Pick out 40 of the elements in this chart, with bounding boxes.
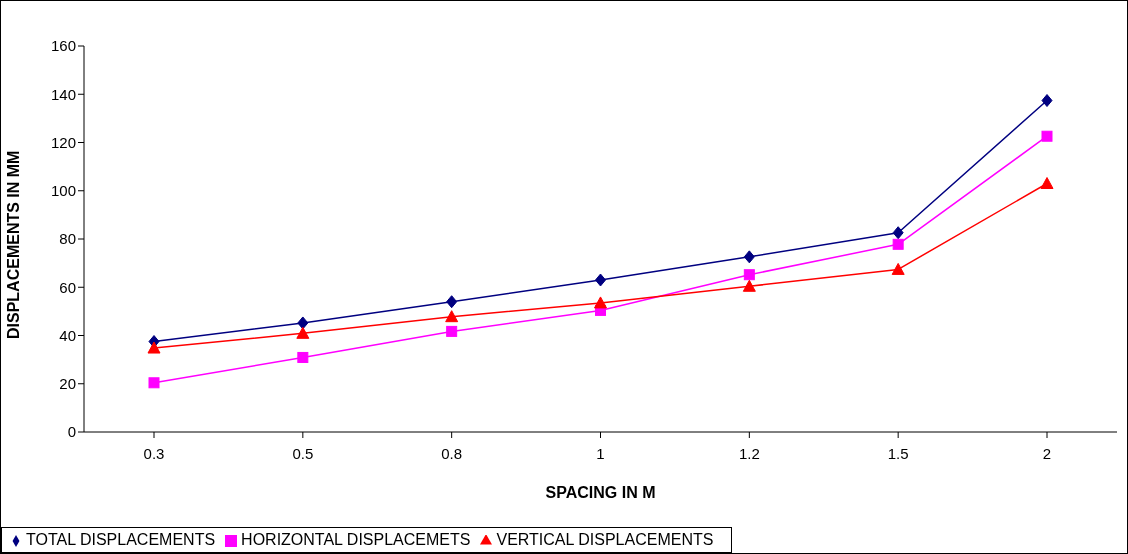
point (743, 250, 755, 264)
point (297, 351, 309, 363)
legend-label: TOTAL DISPLACEMENTS (26, 531, 216, 548)
point (148, 377, 160, 389)
x-tick-label: 1 (596, 444, 605, 462)
point (445, 310, 459, 323)
legend-label: HORIZONTAL DISPLACEMETS (241, 531, 471, 548)
x-tick-label: 2 (1042, 444, 1052, 462)
point (743, 269, 755, 281)
x-tick-label: 1.2 (738, 444, 760, 462)
x-tick-label: 0.8 (441, 444, 463, 462)
y-tick-label: 160 (50, 37, 76, 55)
y-tick-label: 0 (67, 423, 76, 441)
point (1041, 130, 1053, 142)
y-tick-label: 60 (59, 278, 76, 296)
point (446, 295, 458, 309)
y-tick-label: 120 (50, 133, 76, 151)
y-tick-label: 100 (50, 182, 76, 200)
y-tick-label: 140 (50, 85, 76, 103)
point (1041, 94, 1053, 108)
legend-label: VERTICAL DISPLACEMENTS (496, 531, 714, 548)
point (892, 238, 904, 250)
y-tick-label: 80 (59, 230, 76, 248)
point (594, 296, 607, 309)
point (296, 326, 310, 339)
x-tick-label: 1.5 (887, 444, 909, 462)
y-tick-label: 20 (59, 375, 76, 393)
x-tick-label: 0.3 (143, 444, 165, 462)
point (446, 325, 458, 337)
point (891, 262, 905, 275)
point (595, 273, 606, 287)
y-axis-title: DISPLACEMENTS IN MM (4, 150, 22, 339)
x-tick-label: 0.5 (292, 444, 314, 462)
point (1040, 177, 1054, 190)
x-axis-title: SPACING IN M (545, 484, 656, 502)
point (147, 341, 161, 354)
y-tick-label: 40 (59, 326, 76, 344)
point (892, 226, 904, 240)
point (297, 316, 309, 330)
point (742, 279, 756, 292)
